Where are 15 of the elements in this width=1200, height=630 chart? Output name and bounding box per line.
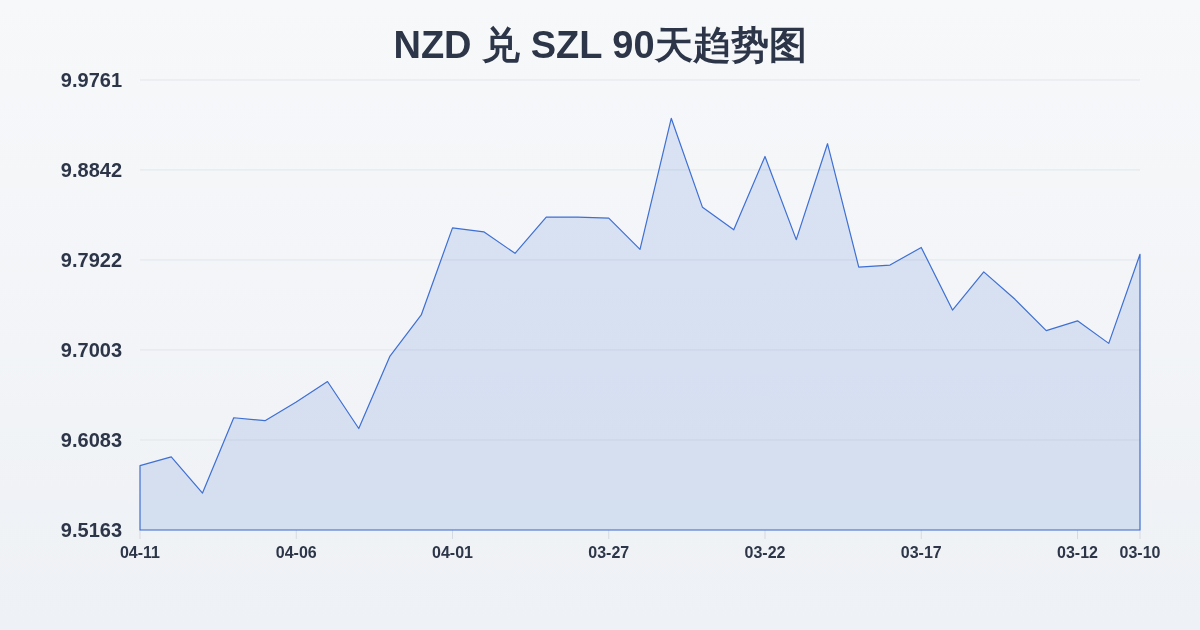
chart-title: NZD 兑 SZL 90天趋势图 [393,24,807,66]
x-tick-label: 03-27 [588,544,630,561]
x-tick-label: 04-11 [119,544,161,561]
y-tick-label: 9.6083 [60,428,122,451]
x-tick-label: 03-12 [1057,544,1099,561]
y-tick-label: 9.8842 [60,158,122,181]
y-tick-label: 9.9761 [60,69,122,91]
y-tick-label: 9.7003 [60,338,122,361]
y-tick-label: 9.7922 [60,248,122,271]
x-tick-label: 03-10 [1119,544,1161,561]
x-tick-label: 04-01 [432,544,474,561]
x-tick-label: 04-06 [275,544,317,561]
y-tick-label: 9.5163 [60,519,122,541]
x-tick-label: 03-17 [900,544,942,561]
x-tick-label: 03-22 [744,544,786,561]
